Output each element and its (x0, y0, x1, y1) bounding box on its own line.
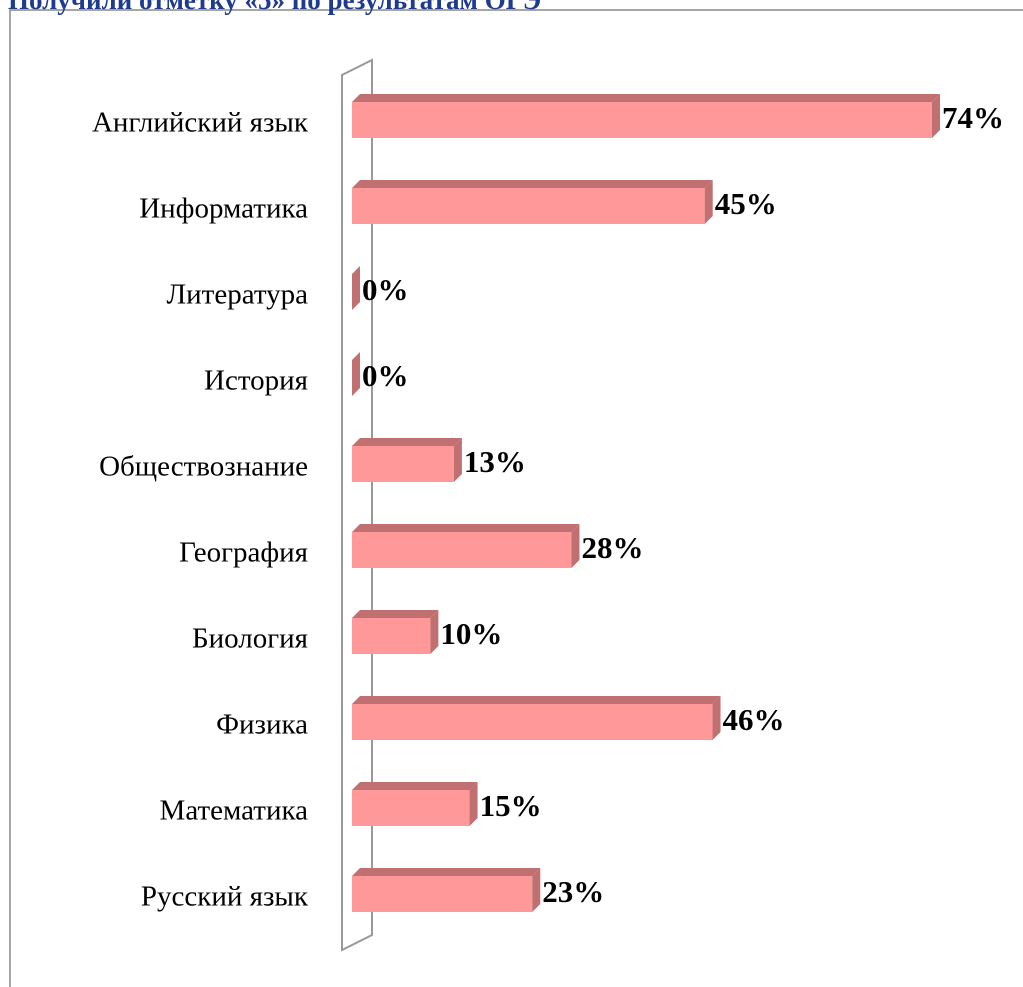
bar-top (352, 524, 580, 532)
value-label: 28% (581, 530, 643, 565)
value-label: 13% (464, 444, 526, 479)
chart-frame (9, 9, 1023, 987)
value-label: 15% (480, 788, 542, 823)
category-label: Русский язык (141, 881, 309, 913)
bar-side (469, 782, 478, 826)
bar-side (532, 868, 541, 912)
bar (352, 188, 705, 224)
value-label: 10% (440, 616, 502, 651)
category-label: Обществознание (99, 451, 308, 483)
bar-top (352, 782, 478, 790)
bar-side (352, 352, 360, 396)
bar-top (352, 94, 940, 102)
bar-top (352, 180, 713, 188)
category-label: Биология (192, 623, 308, 655)
bar-side (932, 94, 940, 138)
bar-side (430, 610, 439, 654)
value-label: 0% (362, 358, 409, 393)
bar (352, 704, 713, 740)
value-label: 74% (942, 100, 1004, 135)
bar (352, 532, 572, 568)
bar-side (704, 180, 713, 224)
value-label: 45% (715, 186, 777, 221)
category-label: Литература (166, 279, 308, 311)
bar (352, 446, 454, 482)
value-label: 0% (362, 272, 409, 307)
bar-side (712, 696, 721, 740)
bar-top (352, 438, 462, 446)
bar-side (571, 524, 580, 568)
bar (352, 102, 932, 138)
bar-top (352, 610, 439, 618)
bar-top (352, 868, 541, 876)
category-label: Физика (216, 709, 308, 741)
category-label: Математика (160, 795, 309, 827)
value-label: 46% (723, 702, 785, 737)
bar-top (352, 696, 721, 704)
category-label: Информатика (139, 193, 308, 225)
bar (352, 790, 470, 826)
category-label: География (179, 537, 308, 569)
bar-side (453, 438, 462, 482)
bar (352, 618, 431, 654)
category-label: Английский язык (92, 107, 309, 139)
bar-side (352, 266, 360, 310)
value-label: 23% (542, 874, 604, 909)
chart-title: Получили отметку «5» по результатам ОГЭ (8, 0, 541, 15)
category-label: История (204, 365, 308, 397)
bar (352, 876, 533, 912)
